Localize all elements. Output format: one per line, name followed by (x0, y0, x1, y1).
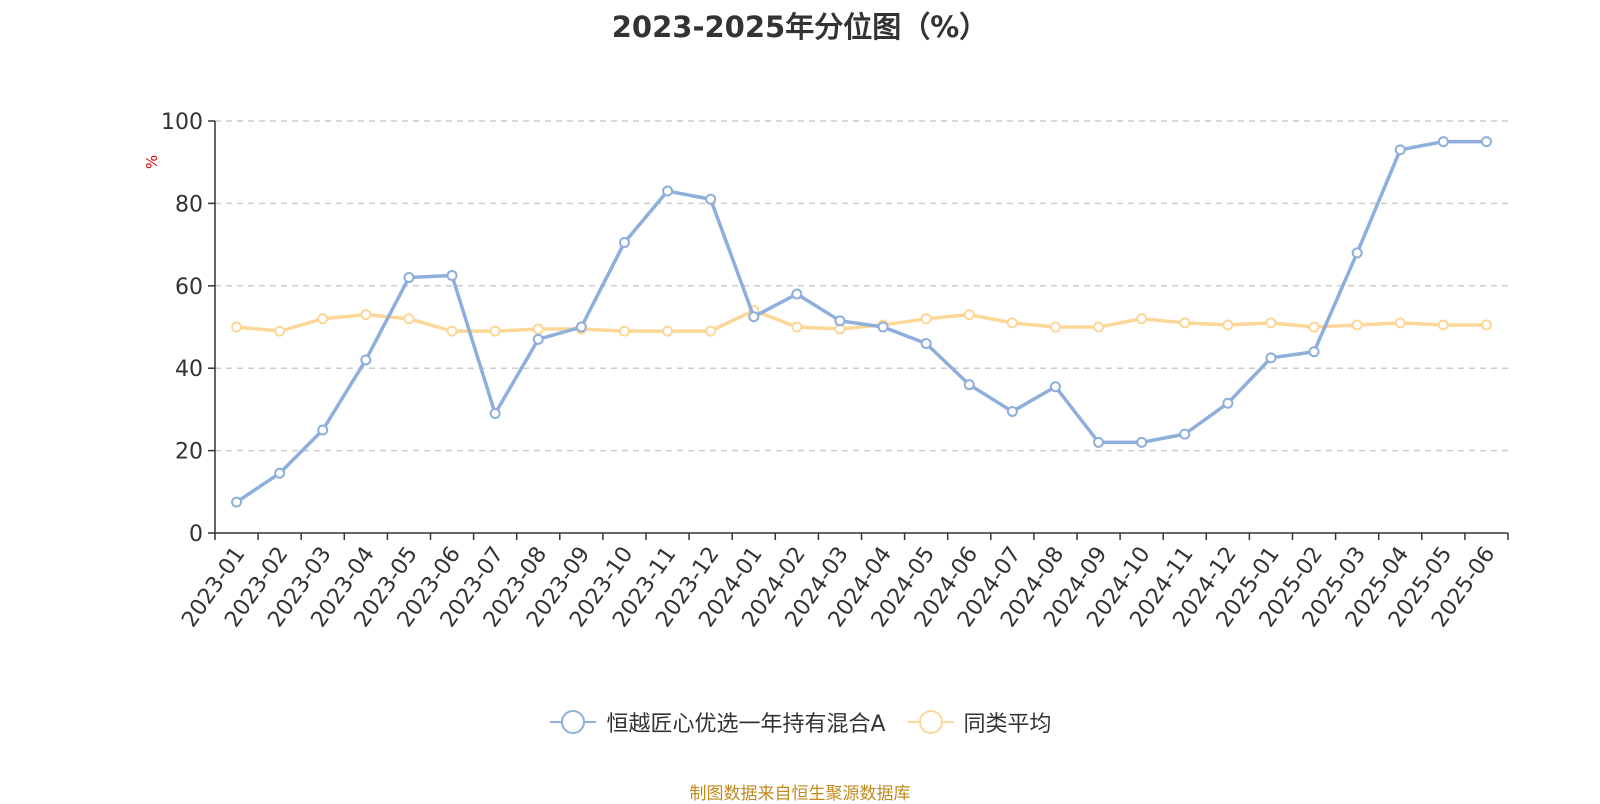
data-point[interactable] (963, 309, 975, 321)
data-source-note: 制图数据来自恒生聚源数据库 (689, 784, 911, 804)
data-point[interactable] (489, 325, 501, 337)
y-tick-label: 80 (175, 192, 203, 217)
data-point[interactable] (1437, 319, 1449, 331)
data-point[interactable] (1049, 321, 1061, 333)
data-point[interactable] (1308, 321, 1320, 333)
data-point[interactable] (1480, 136, 1492, 148)
data-point[interactable] (618, 325, 630, 337)
data-point[interactable] (1351, 247, 1363, 259)
y-tick-label: 60 (175, 275, 203, 300)
data-point[interactable] (1222, 397, 1234, 409)
data-point[interactable] (834, 315, 846, 327)
series-1 (231, 305, 1492, 337)
data-point[interactable] (274, 325, 286, 337)
data-point[interactable] (920, 313, 932, 325)
grid-lines (215, 120, 1508, 452)
data-point[interactable] (1351, 319, 1363, 331)
data-point[interactable] (1265, 352, 1277, 364)
data-point[interactable] (1394, 317, 1406, 329)
data-point[interactable] (1179, 317, 1191, 329)
data-point[interactable] (360, 309, 372, 321)
legend: 恒越匠心优选一年持有混合A 同类平均 (0, 706, 1600, 738)
data-point[interactable] (231, 321, 243, 333)
data-point[interactable] (403, 272, 415, 284)
data-point[interactable] (532, 323, 544, 335)
data-point[interactable] (1093, 436, 1105, 448)
chart-title: 2023-2025年分位图（%） (611, 10, 989, 44)
data-point[interactable] (532, 333, 544, 345)
data-point[interactable] (662, 185, 674, 197)
legend-marker-icon (907, 710, 954, 734)
series-line (236, 308, 1487, 333)
data-point[interactable] (1308, 346, 1320, 358)
data-point[interactable] (575, 321, 587, 333)
data-point[interactable] (1136, 313, 1148, 325)
y-axis-label: % (143, 155, 161, 169)
data-point[interactable] (446, 270, 458, 281)
data-point[interactable] (1006, 317, 1018, 329)
data-point[interactable] (662, 325, 674, 337)
data-point[interactable] (489, 408, 501, 420)
series-0 (231, 136, 1492, 508)
series-lines (231, 136, 1492, 508)
series-line (235, 139, 1487, 504)
data-point[interactable] (360, 354, 372, 366)
data-point[interactable] (920, 337, 932, 349)
legend-item-0[interactable]: 恒越匠心优选一年持有混合A (548, 706, 886, 738)
y-tick-label: 100 (161, 110, 203, 135)
data-point[interactable] (1265, 317, 1277, 329)
y-tick-label: 40 (175, 357, 203, 382)
data-point[interactable] (791, 288, 803, 300)
data-point[interactable] (1437, 136, 1449, 148)
data-point[interactable] (705, 193, 717, 205)
legend-item-1[interactable]: 同类平均 (906, 706, 1052, 738)
data-point[interactable] (1394, 144, 1406, 156)
data-point[interactable] (963, 379, 975, 391)
data-point[interactable] (317, 313, 329, 325)
data-point[interactable] (1179, 428, 1191, 440)
y-tick-label: 20 (175, 440, 203, 465)
axes: 0204060801002023-012023-022023-032023-04… (161, 110, 1509, 632)
data-point[interactable] (317, 424, 329, 436)
data-point[interactable] (446, 325, 458, 337)
y-tick-label: 0 (189, 522, 203, 547)
data-point[interactable] (1006, 405, 1018, 417)
legend-marker-icon (550, 710, 597, 734)
data-point[interactable] (1480, 319, 1492, 331)
data-point[interactable] (403, 313, 415, 325)
data-point[interactable] (1093, 321, 1105, 333)
data-point[interactable] (274, 467, 286, 479)
data-point[interactable] (231, 496, 243, 508)
data-point[interactable] (748, 311, 760, 323)
legend-label: 同类平均 (963, 712, 1052, 737)
data-point[interactable] (791, 321, 803, 333)
legend-label: 恒越匠心优选一年持有混合A (606, 712, 886, 737)
data-point[interactable] (877, 321, 889, 333)
data-point[interactable] (705, 325, 717, 337)
data-point[interactable] (1222, 319, 1234, 331)
data-point[interactable] (1049, 381, 1061, 393)
data-point[interactable] (1136, 436, 1148, 448)
data-point[interactable] (618, 237, 630, 249)
